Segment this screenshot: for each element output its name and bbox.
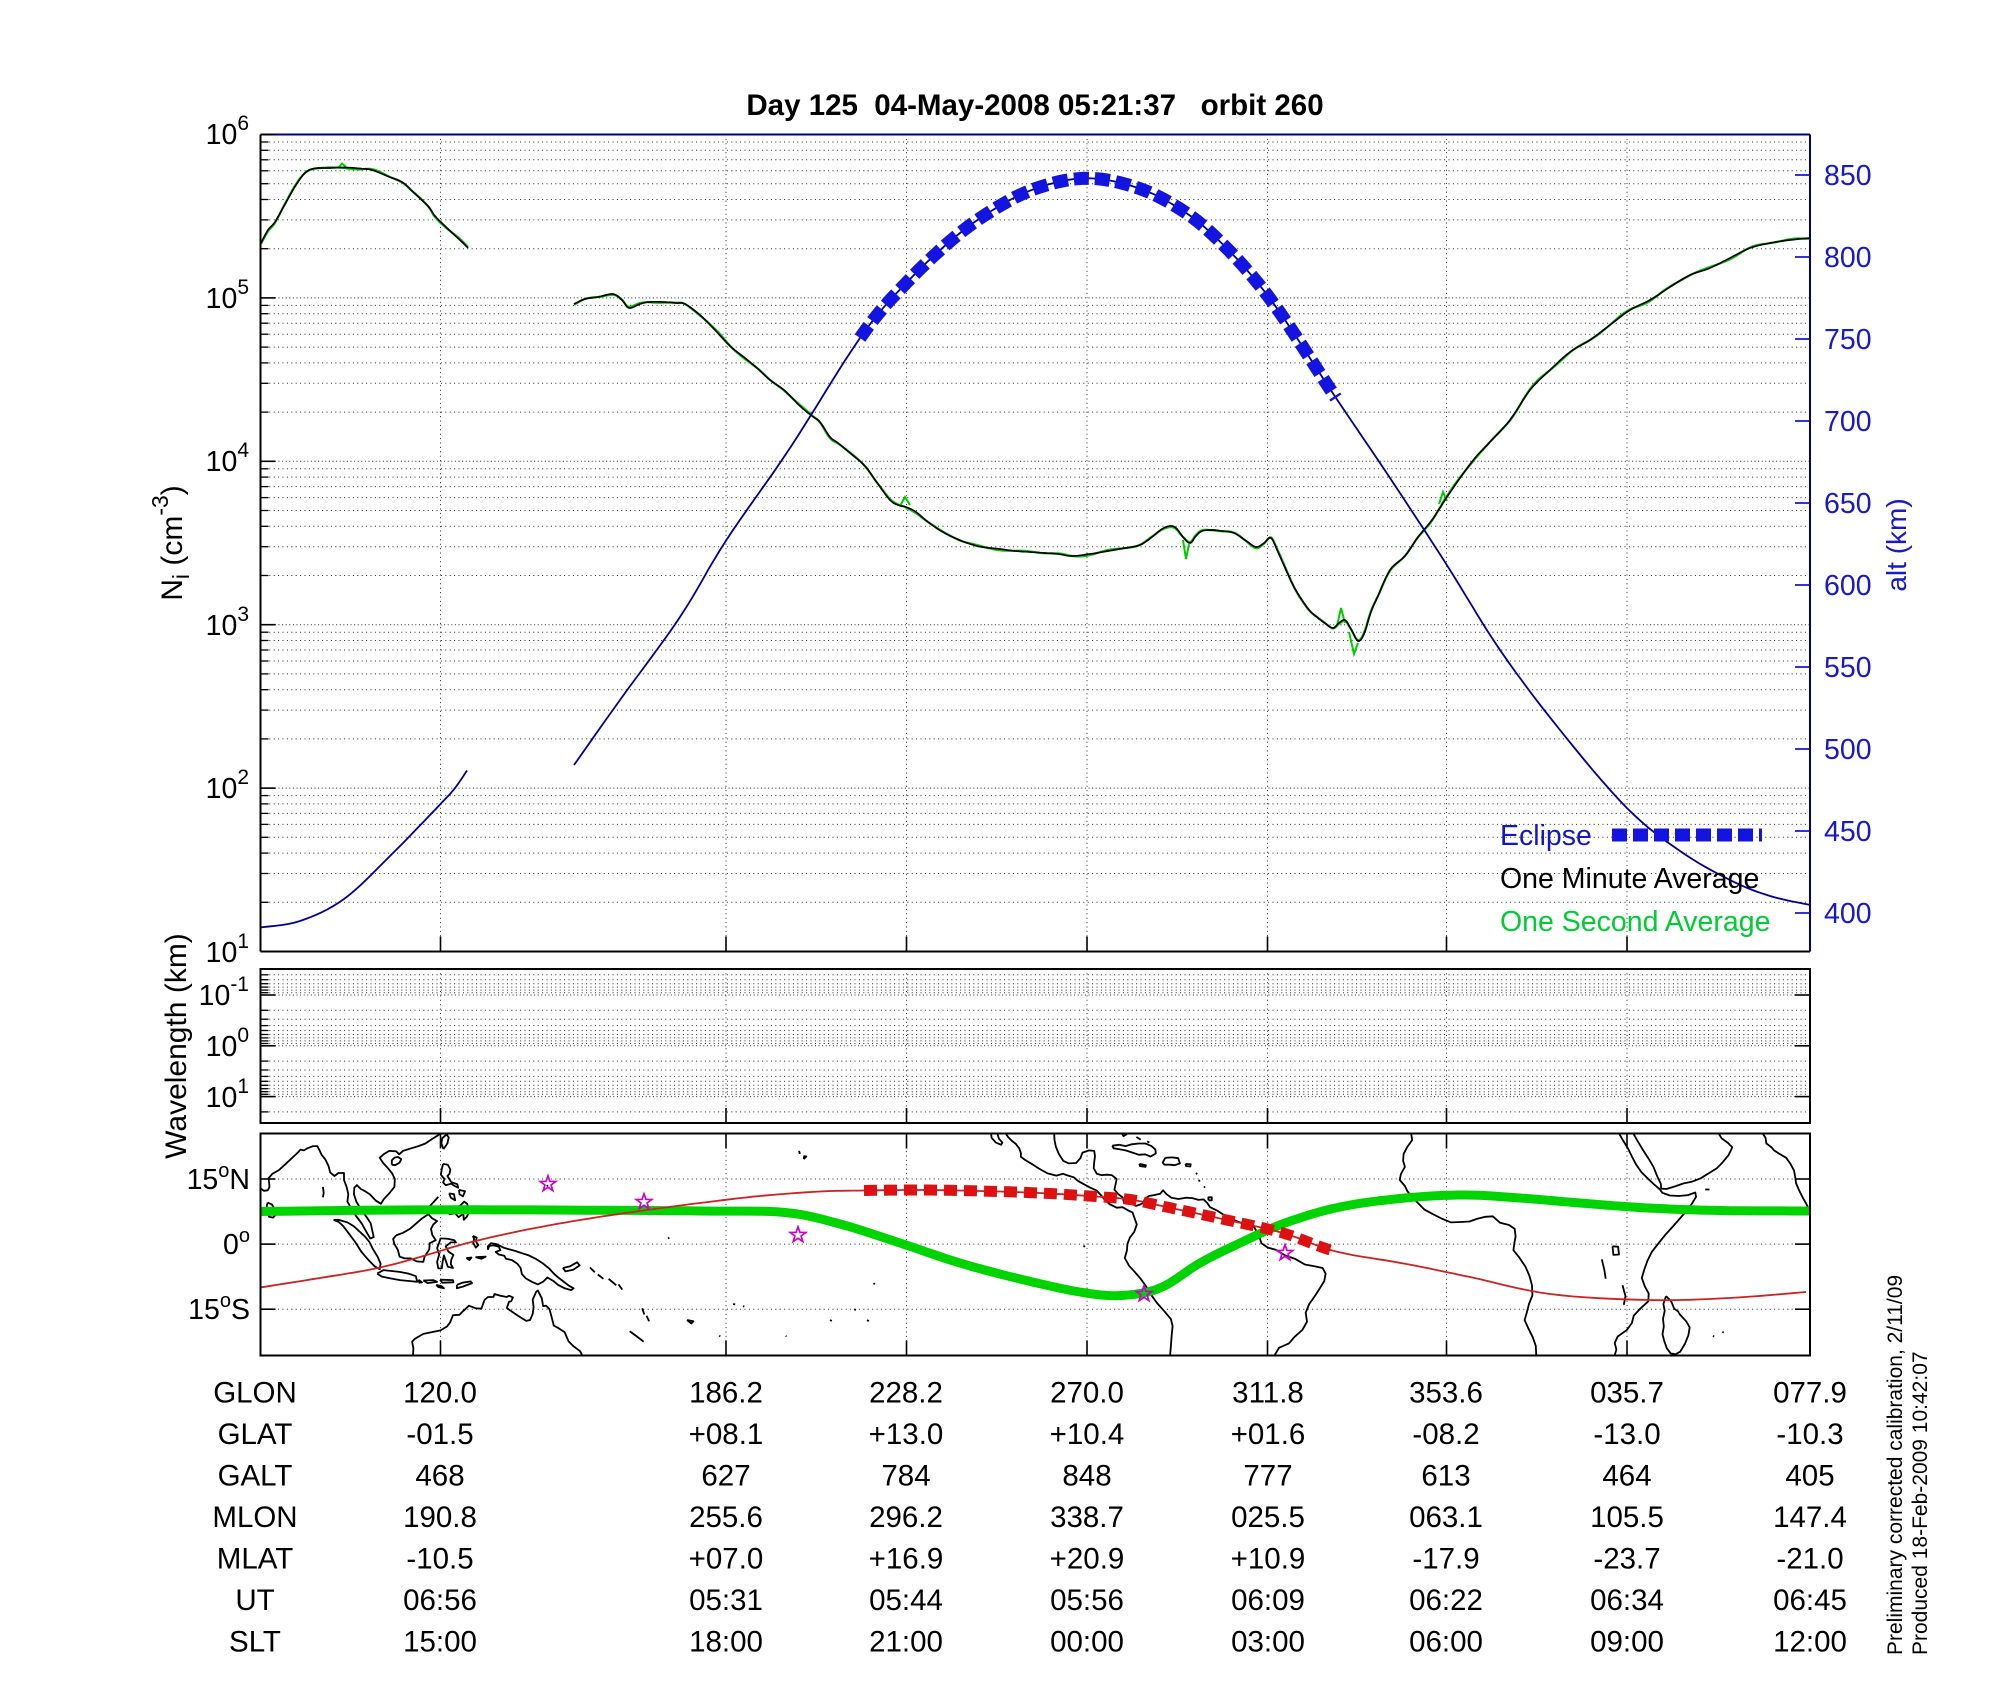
svg-text:468: 468 [415, 1460, 464, 1493]
svg-text:05:31: 05:31 [689, 1584, 763, 1617]
svg-text:10-1: 10-1 [199, 973, 249, 1012]
svg-text:06:45: 06:45 [1773, 1584, 1847, 1617]
svg-text:228.2: 228.2 [869, 1377, 943, 1410]
svg-text:-17.9: -17.9 [1412, 1543, 1479, 1576]
svg-text:-01.5: -01.5 [406, 1418, 473, 1451]
svg-text:850: 850 [1824, 160, 1872, 192]
svg-text:255.6: 255.6 [689, 1501, 763, 1534]
svg-text:12:00: 12:00 [1773, 1626, 1847, 1659]
svg-text:-23.7: -23.7 [1593, 1543, 1660, 1576]
svg-text:613: 613 [1421, 1460, 1470, 1493]
svg-text:06:22: 06:22 [1409, 1584, 1483, 1617]
svg-text:GLON: GLON [213, 1377, 297, 1410]
svg-text:+13.0: +13.0 [869, 1418, 944, 1451]
svg-text:GALT: GALT [218, 1460, 293, 1493]
svg-text:600: 600 [1824, 570, 1872, 602]
svg-text:296.2: 296.2 [869, 1501, 943, 1534]
svg-text:15oN: 15oN [187, 1160, 250, 1196]
svg-text:063.1: 063.1 [1409, 1501, 1483, 1534]
svg-text:025.5: 025.5 [1231, 1501, 1305, 1534]
svg-text:777: 777 [1243, 1460, 1292, 1493]
svg-text:400: 400 [1824, 898, 1872, 930]
svg-text:353.6: 353.6 [1409, 1377, 1483, 1410]
svg-text:+10.4: +10.4 [1050, 1418, 1125, 1451]
svg-text:Day 125 04-May-2008 05:21:37: Day 125 04-May-2008 05:21:37 orbit 260 [746, 89, 1323, 122]
svg-text:00:00: 00:00 [1050, 1626, 1124, 1659]
svg-text:+10.9: +10.9 [1231, 1543, 1306, 1576]
svg-text:15oS: 15oS [188, 1290, 250, 1326]
svg-text:03:00: 03:00 [1231, 1626, 1305, 1659]
svg-text:627: 627 [701, 1460, 750, 1493]
svg-text:650: 650 [1824, 488, 1872, 520]
svg-text:750: 750 [1824, 324, 1872, 356]
svg-text:18:00: 18:00 [689, 1626, 763, 1659]
svg-text:+16.9: +16.9 [869, 1543, 944, 1576]
svg-text:800: 800 [1824, 242, 1872, 274]
svg-text:05:44: 05:44 [869, 1584, 943, 1617]
svg-text:Preliminary corrected calibrat: Preliminary corrected calibration, 2/11/… [1884, 1275, 1907, 1655]
svg-text:+07.0: +07.0 [689, 1543, 764, 1576]
svg-text:One Second Average: One Second Average [1500, 906, 1770, 938]
svg-text:035.7: 035.7 [1590, 1377, 1664, 1410]
svg-text:101: 101 [206, 1075, 249, 1114]
svg-text:147.4: 147.4 [1773, 1501, 1847, 1534]
svg-text:270.0: 270.0 [1050, 1377, 1124, 1410]
svg-text:450: 450 [1824, 816, 1872, 848]
svg-text:+08.1: +08.1 [689, 1418, 764, 1451]
svg-text:06:09: 06:09 [1231, 1584, 1305, 1617]
svg-text:06:56: 06:56 [403, 1584, 477, 1617]
svg-text:+20.9: +20.9 [1050, 1543, 1125, 1576]
svg-text:848: 848 [1062, 1460, 1111, 1493]
svg-text:-10.5: -10.5 [406, 1543, 473, 1576]
svg-text:09:00: 09:00 [1590, 1626, 1664, 1659]
svg-text:21:00: 21:00 [869, 1626, 943, 1659]
svg-text:077.9: 077.9 [1773, 1377, 1847, 1410]
svg-text:15:00: 15:00 [403, 1626, 477, 1659]
svg-text:Eclipse: Eclipse [1500, 820, 1592, 852]
svg-text:Produced 18-Feb-2009 10:42:07: Produced 18-Feb-2009 10:42:07 [1909, 1351, 1932, 1655]
svg-text:-10.3: -10.3 [1776, 1418, 1843, 1451]
svg-text:SLT: SLT [229, 1626, 281, 1659]
svg-text:190.8: 190.8 [403, 1501, 477, 1534]
svg-text:338.7: 338.7 [1050, 1501, 1124, 1534]
svg-text:784: 784 [881, 1460, 930, 1493]
svg-text:Wavelength (km): Wavelength (km) [160, 933, 193, 1159]
svg-text:One Minute Average: One Minute Average [1500, 863, 1759, 895]
svg-text:405: 405 [1785, 1460, 1834, 1493]
svg-text:GLAT: GLAT [218, 1418, 293, 1451]
svg-text:500: 500 [1824, 734, 1872, 766]
svg-text:464: 464 [1602, 1460, 1651, 1493]
svg-text:06:00: 06:00 [1409, 1626, 1483, 1659]
svg-text:MLON: MLON [212, 1501, 297, 1534]
svg-text:-08.2: -08.2 [1412, 1418, 1479, 1451]
svg-text:105.5: 105.5 [1590, 1501, 1664, 1534]
svg-text:550: 550 [1824, 652, 1872, 684]
svg-text:311.8: 311.8 [1232, 1377, 1304, 1410]
svg-text:alt (km): alt (km) [1881, 498, 1912, 591]
svg-text:05:56: 05:56 [1050, 1584, 1124, 1617]
svg-text:MLAT: MLAT [217, 1543, 294, 1576]
svg-text:120.0: 120.0 [403, 1377, 477, 1410]
svg-text:186.2: 186.2 [689, 1377, 763, 1410]
svg-text:UT: UT [235, 1584, 274, 1617]
svg-text:700: 700 [1824, 406, 1872, 438]
svg-text:+01.6: +01.6 [1231, 1418, 1306, 1451]
svg-text:-21.0: -21.0 [1776, 1543, 1843, 1576]
svg-text:-13.0: -13.0 [1593, 1418, 1660, 1451]
svg-text:06:34: 06:34 [1590, 1584, 1664, 1617]
